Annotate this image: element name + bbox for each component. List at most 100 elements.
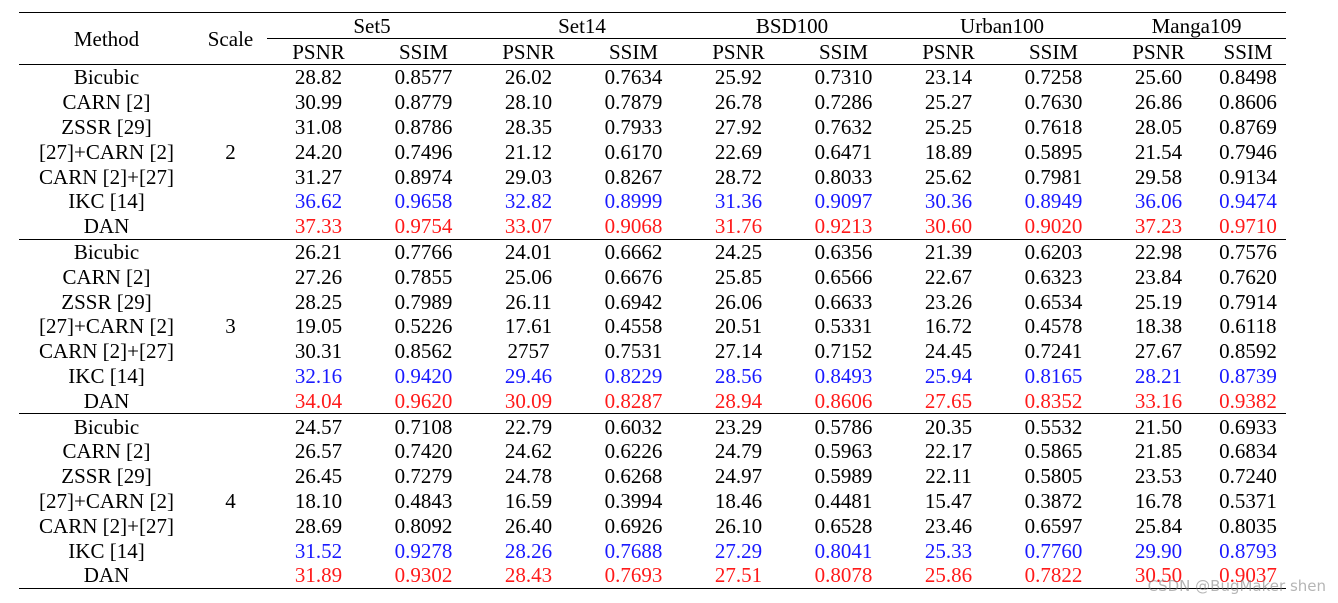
psnr-cell: 23.84 bbox=[1134, 264, 1183, 289]
dataset-header-urban100: Urban100 bbox=[897, 12, 1108, 39]
table-row: IKC [14] 32.16 0.9420 29.46 0.8229 28.56 0.849… bbox=[19, 364, 1286, 389]
ssim-cell: 0.7632 bbox=[814, 114, 873, 139]
psnr-cell: 24.78 bbox=[504, 464, 553, 489]
table-row: Bicubic 3 26.21 0.7766 24.01 0.6662 24.25 0.635… bbox=[19, 239, 1286, 415]
psnr-cell: 28.25 bbox=[294, 289, 343, 314]
table-row: [27]+CARN [2] 18.10 0.4843 16.59 0.3994 18.46… bbox=[19, 489, 1286, 514]
ssim-cell: 0.4481 bbox=[814, 488, 873, 513]
ssim-cell: 0.6118 bbox=[1219, 314, 1277, 339]
table-row: DAN 34.04 0.9620 30.09 0.8287 28.94 0.8606 27.6… bbox=[19, 388, 1287, 415]
psnr-cell: 28.10 bbox=[504, 90, 553, 115]
ssim-cell: 0.8092 bbox=[394, 513, 453, 538]
method-cell: ZSSR [29] bbox=[61, 289, 152, 314]
psnr-cell: 16.78 bbox=[1134, 488, 1183, 513]
ssim-cell: 0.8035 bbox=[1219, 513, 1277, 538]
psnr-cell: 33.07 bbox=[477, 213, 580, 240]
psnr-cell: 27.65 bbox=[897, 388, 1001, 415]
ssim-cell: 0.5532 bbox=[1024, 414, 1083, 439]
table-row: Bicubic 4 24.57 0.7108 22.79 0.6032 23.29 0.578… bbox=[19, 413, 1286, 589]
psnr-cell: 36.62 bbox=[294, 189, 343, 214]
method-header: Method bbox=[19, 12, 194, 65]
method-cell: DAN bbox=[19, 562, 194, 589]
psnr-cell: 28.69 bbox=[294, 513, 343, 538]
method-cell: IKC [14] bbox=[68, 363, 145, 388]
psnr-cell: 29.46 bbox=[504, 363, 553, 388]
method-cell: Bicubic bbox=[73, 239, 140, 264]
psnr-cell: 25.62 bbox=[924, 164, 973, 189]
ssim-cell: 0.9658 bbox=[394, 189, 453, 214]
ssim-cell: 0.9134 bbox=[1219, 164, 1277, 189]
ssim-cell: 0.7630 bbox=[1024, 90, 1083, 115]
psnr-cell: 22.98 bbox=[1134, 239, 1183, 264]
ssim-cell: 0.9754 bbox=[370, 213, 477, 240]
ssim-cell: 0.4578 bbox=[1024, 314, 1083, 339]
psnr-cell: 29.58 bbox=[1134, 164, 1183, 189]
psnr-cell: 22.11 bbox=[925, 464, 972, 489]
ssim-cell: 0.8949 bbox=[1024, 189, 1083, 214]
ssim-cell: 0.7914 bbox=[1219, 289, 1277, 314]
ssim-cell: 0.9710 bbox=[1210, 213, 1287, 240]
ssim-cell: 0.5331 bbox=[814, 314, 873, 339]
ssim-cell: 0.6323 bbox=[1024, 264, 1083, 289]
psnr-cell: 28.05 bbox=[1134, 114, 1183, 139]
psnr-cell: 36.06 bbox=[1134, 189, 1183, 214]
psnr-cell: 25.33 bbox=[924, 538, 973, 563]
method-cell: CARN [2] bbox=[62, 90, 151, 115]
psnr-cell: 31.36 bbox=[714, 189, 763, 214]
ssim-cell: 0.5786 bbox=[814, 414, 873, 439]
psnr-cell: 37.23 bbox=[1107, 213, 1211, 240]
psnr-cell: 18.38 bbox=[1134, 314, 1183, 339]
metric-header-psnr: PSNR bbox=[477, 38, 580, 65]
psnr-cell: 27.92 bbox=[714, 114, 763, 139]
psnr-cell: 20.35 bbox=[924, 414, 973, 439]
ssim-cell: 0.3994 bbox=[604, 488, 663, 513]
psnr-cell: 30.60 bbox=[897, 213, 1001, 240]
psnr-cell: 27.67 bbox=[1134, 339, 1183, 364]
psnr-cell: 22.69 bbox=[714, 139, 763, 164]
method-cell: [27]+CARN [2] bbox=[39, 139, 174, 164]
psnr-cell: 23.29 bbox=[714, 414, 763, 439]
ssim-cell: 0.7286 bbox=[814, 90, 873, 115]
psnr-cell: 28.56 bbox=[714, 363, 763, 388]
scale-cell: 2 bbox=[194, 64, 267, 240]
ssim-cell: 0.5805 bbox=[1024, 464, 1083, 489]
ssim-cell: 0.9474 bbox=[1219, 189, 1277, 214]
ssim-cell: 0.8033 bbox=[814, 164, 873, 189]
ssim-cell: 0.7258 bbox=[1024, 65, 1083, 90]
ssim-cell: 0.6356 bbox=[814, 239, 873, 264]
ssim-cell: 0.8999 bbox=[604, 189, 663, 214]
table-header: Method Scale Set5 Set14 BSD100 Urban100 … bbox=[19, 12, 1287, 65]
psnr-cell: 22.79 bbox=[504, 414, 553, 439]
table-row: CARN [2]+[27] 30.31 0.8562 2757 0.7531 27.14 0… bbox=[19, 339, 1286, 364]
ssim-cell: 0.4843 bbox=[394, 488, 453, 513]
ssim-cell: 0.7855 bbox=[394, 264, 453, 289]
ssim-cell: 0.7241 bbox=[1024, 339, 1083, 364]
ssim-cell: 0.8739 bbox=[1219, 363, 1277, 388]
method-cell: Bicubic bbox=[73, 414, 140, 439]
psnr-cell: 29.03 bbox=[504, 164, 553, 189]
metric-header-ssim: SSIM bbox=[790, 38, 898, 65]
ssim-cell: 0.7496 bbox=[394, 139, 453, 164]
psnr-cell: 25.27 bbox=[924, 90, 973, 115]
table-row: CARN [2] 30.99 0.8779 28.10 0.7879 26.78 0.728… bbox=[19, 90, 1286, 115]
table-row: IKC [14] 36.62 0.9658 32.82 0.8999 31.36 0.909… bbox=[19, 189, 1286, 214]
ssim-cell: 0.7766 bbox=[394, 239, 453, 264]
ssim-cell: 0.6170 bbox=[604, 139, 663, 164]
ssim-cell: 0.9037 bbox=[1210, 562, 1287, 589]
psnr-cell: 24.25 bbox=[714, 239, 763, 264]
ssim-cell: 0.6226 bbox=[604, 439, 663, 464]
ssim-cell: 0.6676 bbox=[604, 264, 663, 289]
ssim-cell: 0.9620 bbox=[370, 388, 477, 415]
psnr-cell: 31.76 bbox=[687, 213, 790, 240]
ssim-cell: 0.7310 bbox=[814, 65, 873, 90]
ssim-cell: 0.9020 bbox=[1000, 213, 1108, 240]
method-cell: DAN bbox=[19, 388, 194, 415]
ssim-cell: 0.3872 bbox=[1024, 488, 1083, 513]
metric-header-ssim: SSIM bbox=[1210, 38, 1287, 65]
ssim-cell: 0.6471 bbox=[814, 139, 873, 164]
ssim-cell: 0.7760 bbox=[1024, 538, 1083, 563]
ssim-cell: 0.7981 bbox=[1024, 164, 1083, 189]
ssim-cell: 0.8229 bbox=[604, 363, 663, 388]
ssim-cell: 0.9097 bbox=[814, 189, 873, 214]
psnr-cell: 31.52 bbox=[294, 538, 343, 563]
